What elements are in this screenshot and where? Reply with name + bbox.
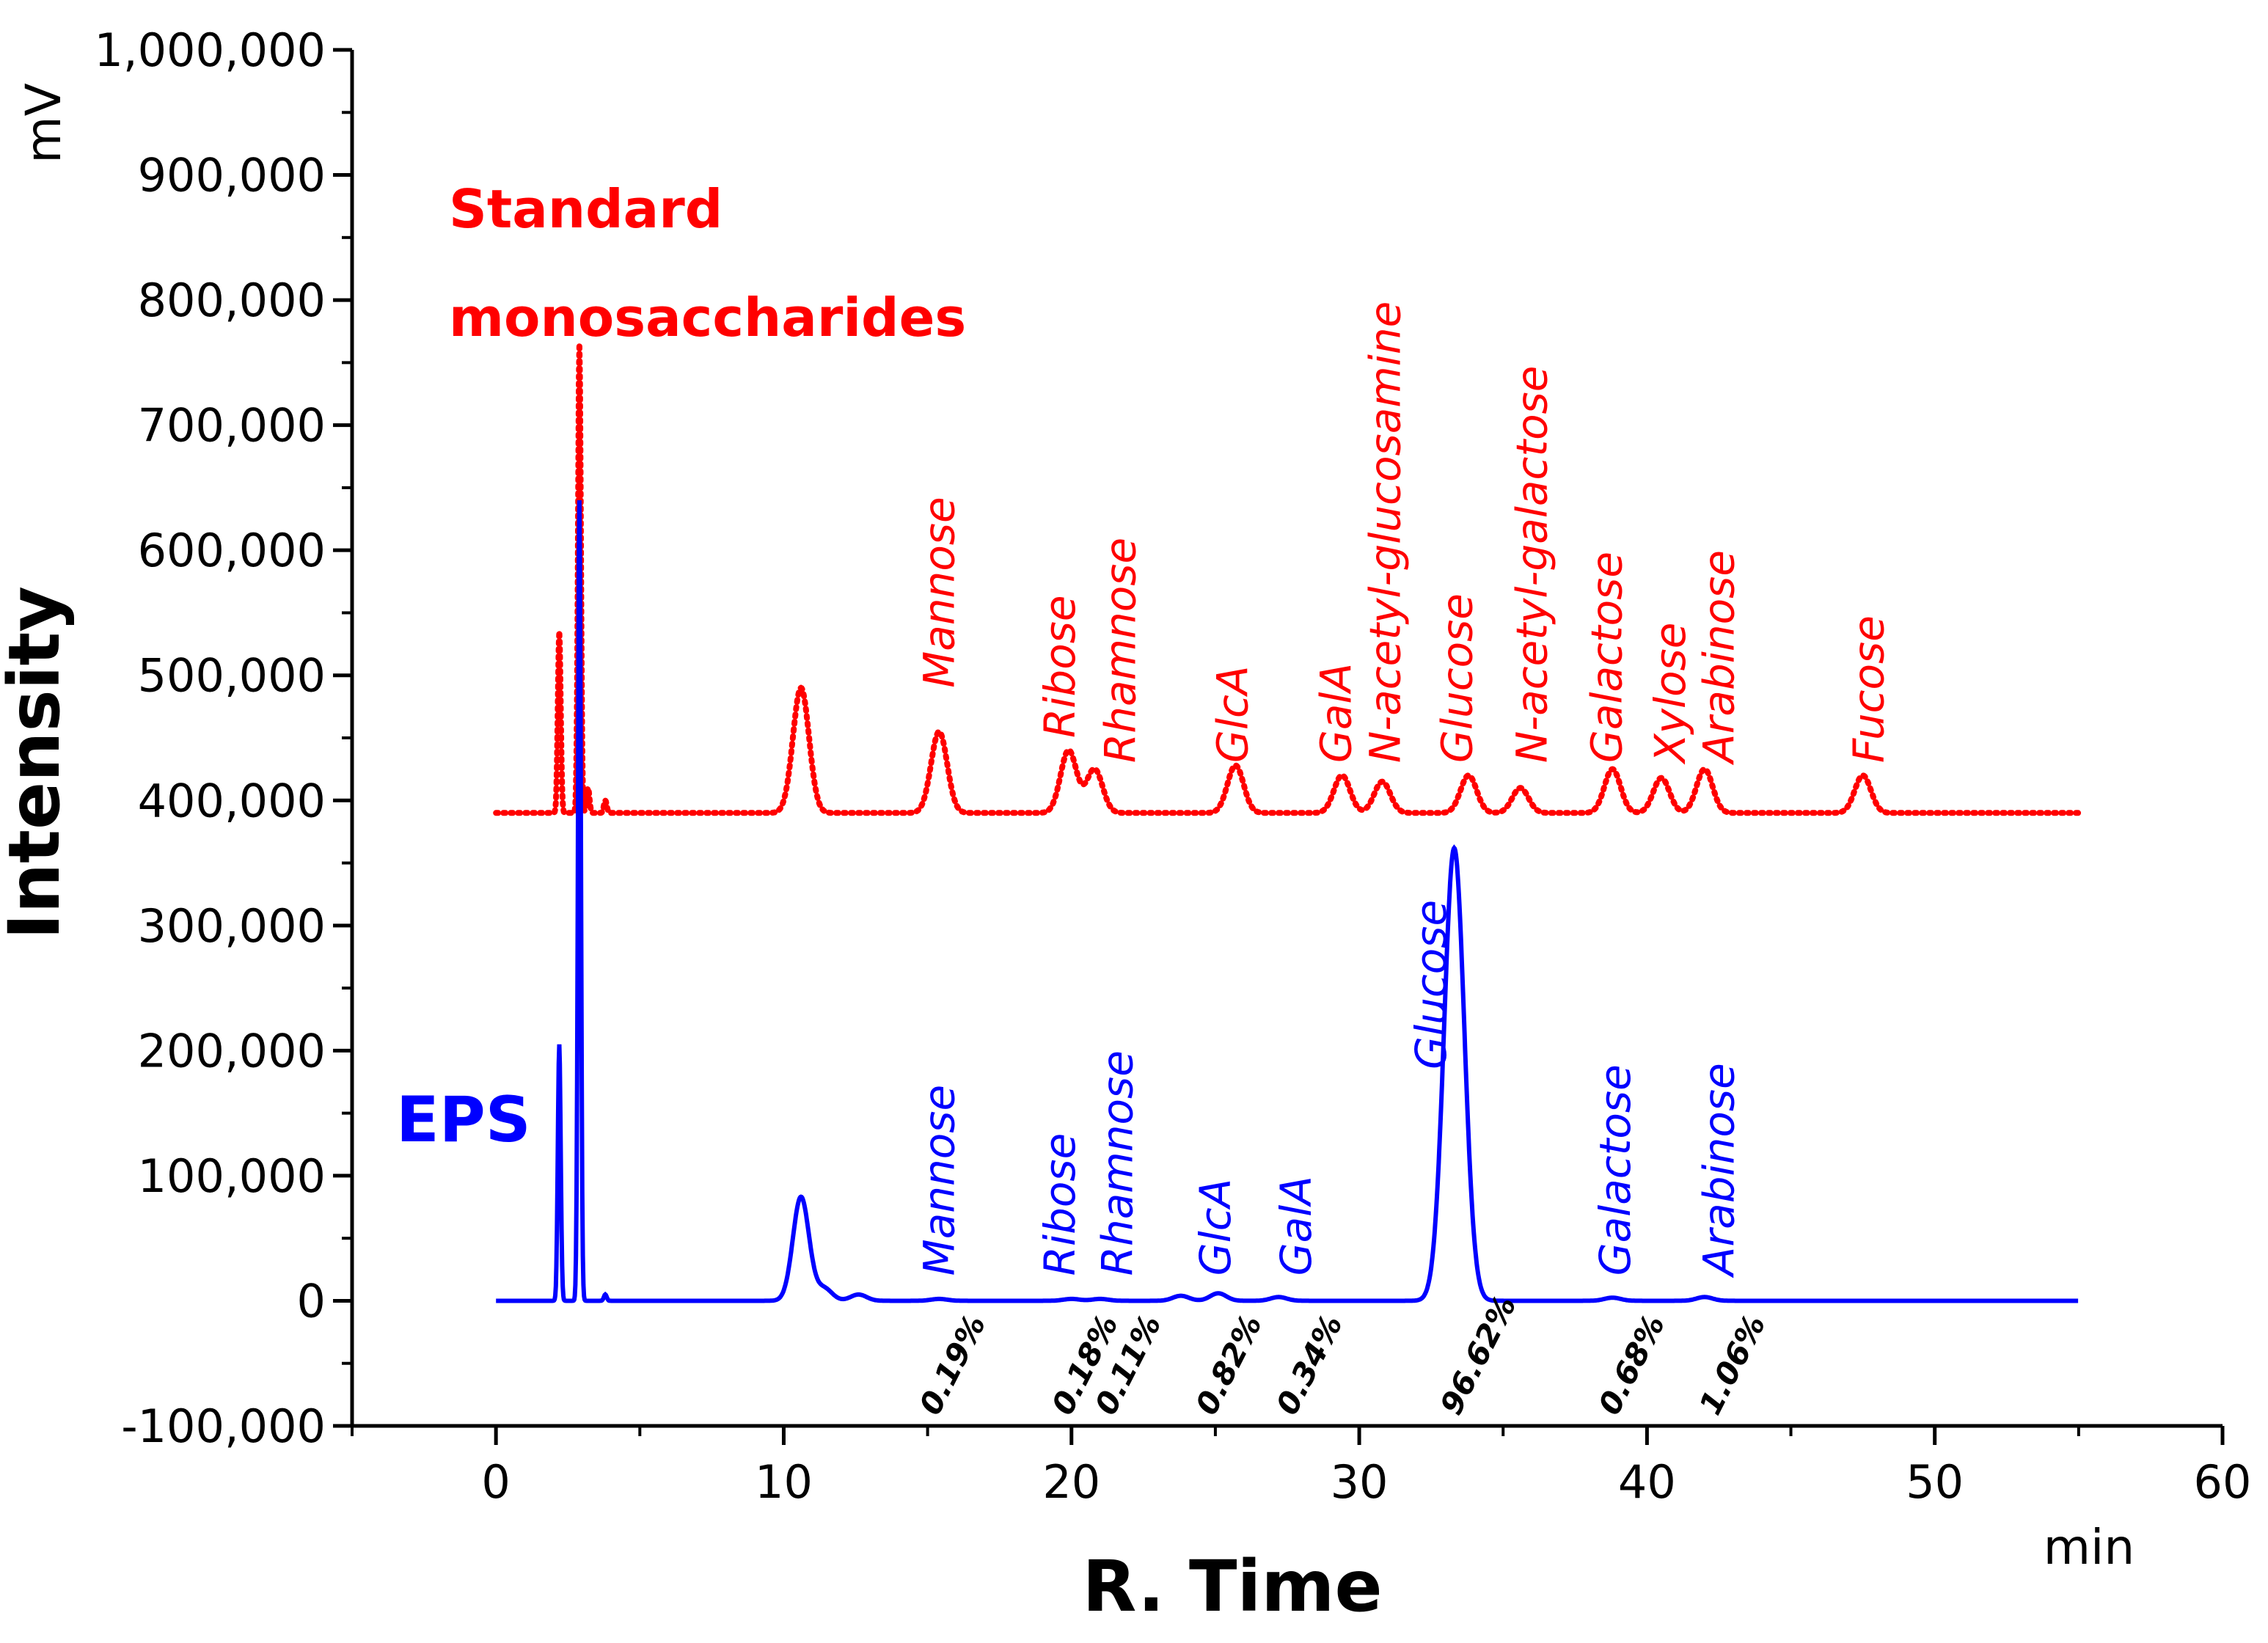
y-tick-label: 300,000 bbox=[138, 899, 326, 953]
series-name-standard: monosaccharides bbox=[449, 287, 966, 348]
peak-label: Xylose bbox=[1645, 623, 1695, 766]
peak-label: Arabinose bbox=[1694, 1063, 1744, 1278]
x-axis-unit: min bbox=[2044, 1519, 2135, 1576]
series-line-standard bbox=[493, 343, 2082, 818]
x-tick-label: 40 bbox=[1618, 1455, 1676, 1509]
peak-label: Mannose bbox=[914, 497, 964, 688]
y-tick-label: 100,000 bbox=[138, 1149, 326, 1203]
peak-label: Rhamnose bbox=[1095, 538, 1145, 763]
series-layer bbox=[493, 343, 2082, 1303]
y-tick-label: 200,000 bbox=[138, 1024, 326, 1077]
peak-label: Glucose bbox=[1432, 593, 1482, 763]
x-tick-label: 60 bbox=[2194, 1455, 2252, 1509]
peak-label: Galactose bbox=[1581, 552, 1631, 763]
label-layer: Mannose Ribose Rhamnose GlcA GalAN-acetyl-gl… bbox=[396, 178, 1893, 1421]
y-tick-label: 800,000 bbox=[138, 274, 326, 327]
peak-label: Fucose bbox=[1843, 615, 1893, 763]
x-ticks: 0 10 20 30 40 50 60 bbox=[351, 1426, 2252, 1509]
x-tick-label: 0 bbox=[481, 1455, 510, 1509]
peak-label: GalA bbox=[1312, 663, 1361, 763]
y-ticks: -100,000 0 100,000 200,000 300,000 400,000 500… bbox=[94, 23, 352, 1453]
peak-label: Glucose bbox=[1406, 900, 1456, 1069]
peak-label: Mannose bbox=[914, 1085, 964, 1276]
peak-label: Rhamnose bbox=[1093, 1050, 1143, 1276]
peak-label: N-acetyl-galactose bbox=[1507, 366, 1556, 764]
x-tick-label: 30 bbox=[1331, 1455, 1389, 1509]
y-tick-label: 0 bbox=[297, 1274, 326, 1328]
percentage-label: 0.19% bbox=[912, 1309, 993, 1420]
peak-label: Ribose bbox=[1035, 595, 1085, 738]
series-name-eps: EPS bbox=[396, 1083, 531, 1157]
peak-label: Galactose bbox=[1590, 1064, 1640, 1276]
x-tick-label: 50 bbox=[1906, 1455, 1964, 1509]
peak-label: Arabinose bbox=[1694, 550, 1744, 766]
x-tick-label: 20 bbox=[1042, 1455, 1100, 1509]
peak-label: N-acetyl-glucosamine bbox=[1360, 301, 1410, 763]
percentage-label: 1.06% bbox=[1692, 1309, 1773, 1420]
y-tick-label: 1,000,000 bbox=[94, 23, 326, 77]
axes: -100,0000100,000200,000300,000400,000500… bbox=[94, 23, 2251, 1509]
y-tick-label: -100,000 bbox=[121, 1399, 326, 1453]
series-name-standard: Standard bbox=[449, 178, 723, 240]
percentage-label: 0.82% bbox=[1188, 1309, 1269, 1420]
peak-label: GalA bbox=[1271, 1176, 1321, 1276]
y-axis-unit: mV bbox=[15, 83, 72, 163]
peak-label: GlcA bbox=[1207, 665, 1257, 763]
y-tick-label: 700,000 bbox=[138, 399, 326, 453]
y-tick-label: 900,000 bbox=[138, 149, 326, 202]
y-tick-label: 600,000 bbox=[138, 524, 326, 577]
y-tick-label: 500,000 bbox=[138, 649, 326, 703]
peak-label: Ribose bbox=[1035, 1133, 1085, 1276]
y-axis-title: Intensity bbox=[0, 586, 76, 940]
x-tick-label: 10 bbox=[755, 1455, 813, 1509]
y-tick-label: 400,000 bbox=[138, 774, 326, 827]
x-axis-title: R. Time bbox=[1082, 1545, 1382, 1628]
series-line-eps bbox=[496, 500, 2079, 1303]
percentage-label: 0.34% bbox=[1269, 1309, 1350, 1420]
percentage-label: 96.62% bbox=[1433, 1289, 1523, 1420]
percentage-label: 0.68% bbox=[1591, 1309, 1672, 1420]
peak-label: GlcA bbox=[1190, 1179, 1240, 1276]
